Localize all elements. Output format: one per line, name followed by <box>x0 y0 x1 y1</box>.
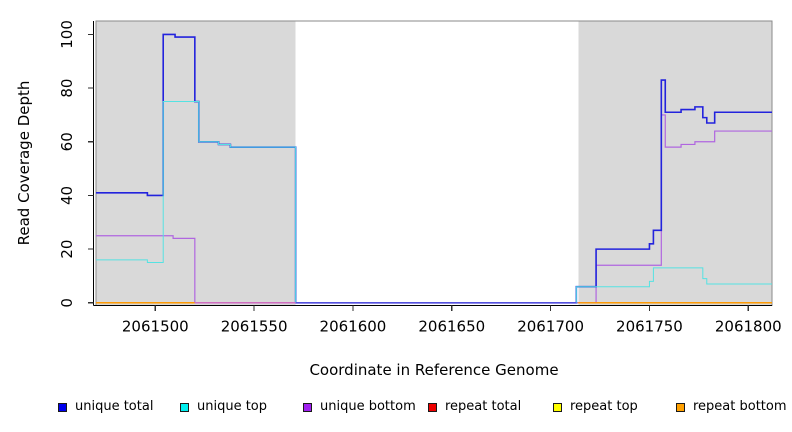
x-tick-label: 2061600 <box>320 318 387 336</box>
legend-label: repeat total <box>445 399 522 414</box>
series-unique-bottom-line <box>96 114 772 304</box>
x-tick-label: 2061700 <box>517 318 584 336</box>
legend-label: unique top <box>197 399 268 414</box>
legend-label: repeat top <box>570 399 638 414</box>
legend-swatch-icon <box>58 402 67 412</box>
legend-swatch-icon <box>180 402 189 412</box>
x-tick-label: 2061500 <box>122 318 189 336</box>
legend-swatch-icon <box>428 402 437 412</box>
legend-item-repeat-total: repeat total <box>428 399 521 415</box>
y-tick-label: 80 <box>58 79 76 98</box>
x-tick-label: 2061650 <box>418 318 485 336</box>
repeat-region-right <box>578 21 772 306</box>
x-axis-title: Coordinate in Reference Genome <box>309 361 559 379</box>
repeat-region-left <box>96 21 296 306</box>
legend-swatch-icon <box>676 402 685 412</box>
y-tick-label: 60 <box>58 132 76 151</box>
legend-label: unique total <box>75 399 154 414</box>
y-tick-label: 20 <box>58 240 76 259</box>
legend-swatch-icon <box>303 402 312 412</box>
legend-item-repeat-top: repeat top <box>553 399 638 415</box>
legend-item-unique-total: unique total <box>58 399 153 415</box>
y-tick-label: 100 <box>58 20 76 49</box>
legend-item-unique-top: unique top <box>180 399 267 415</box>
legend-item-unique-bottom: unique bottom <box>303 399 416 415</box>
legend-swatch-icon <box>553 402 562 412</box>
x-tick-label: 2061800 <box>715 318 782 336</box>
y-tick-label: 40 <box>58 186 76 205</box>
legend-label: unique bottom <box>320 399 416 414</box>
legend-label: repeat bottom <box>693 399 787 414</box>
y-tick-label: 0 <box>58 298 76 308</box>
x-tick-label: 2061750 <box>616 318 683 336</box>
series-unique-total-line <box>96 33 772 304</box>
y-axis-title: Read Coverage Depth <box>15 80 33 246</box>
x-tick-label: 2061550 <box>221 318 288 336</box>
series-unique-top-line <box>96 101 772 304</box>
legend-item-repeat-bottom: repeat bottom <box>676 399 787 415</box>
